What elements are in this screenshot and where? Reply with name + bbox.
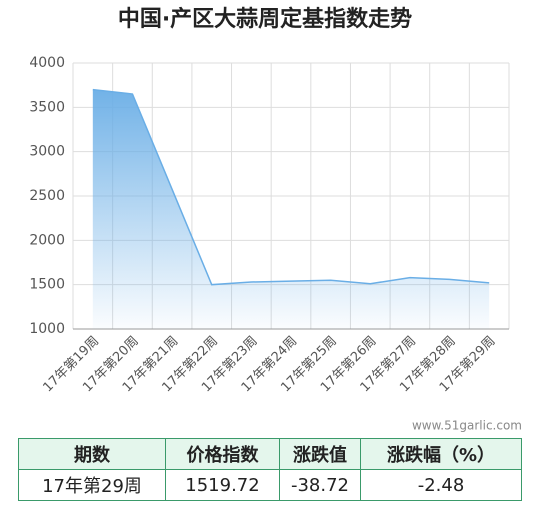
data-row: 17年第29周 1519.72 -38.72 -2.48 bbox=[18, 469, 522, 501]
summary-table: 期数 价格指数 涨跌值 涨跌幅（%） 17年第29周 1519.72 -38.7… bbox=[18, 438, 522, 501]
header-cell: 期数 bbox=[18, 438, 166, 470]
y-tick-label: 1000 bbox=[29, 321, 65, 337]
header-cell: 涨跌值 bbox=[279, 438, 361, 470]
area bbox=[92, 89, 490, 329]
header-cell: 价格指数 bbox=[165, 438, 280, 470]
cell: 1519.72 bbox=[165, 469, 280, 501]
chart: 中国·产区大蒜周定基指数走势 www.51garlic.com 1000 1500… bbox=[29, 6, 522, 433]
y-tick-label: 3000 bbox=[29, 144, 65, 160]
chart-title: 中国·产区大蒜周定基指数走势 bbox=[118, 6, 412, 32]
y-tick-label: 2000 bbox=[29, 232, 65, 248]
cell: -2.48 bbox=[360, 469, 522, 501]
header-cell: 涨跌幅（%） bbox=[360, 438, 522, 470]
y-tick-label: 4000 bbox=[29, 55, 65, 71]
watermark: www.51garlic.com bbox=[412, 419, 522, 433]
header-row: 期数 价格指数 涨跌值 涨跌幅（%） bbox=[18, 438, 522, 470]
y-tick-label: 1500 bbox=[29, 277, 65, 293]
y-tick-label: 2500 bbox=[29, 188, 65, 204]
y-tick-label: 3500 bbox=[29, 99, 65, 115]
cell: 17年第29周 bbox=[18, 469, 166, 501]
cell: -38.72 bbox=[279, 469, 361, 501]
line bbox=[92, 88, 490, 286]
